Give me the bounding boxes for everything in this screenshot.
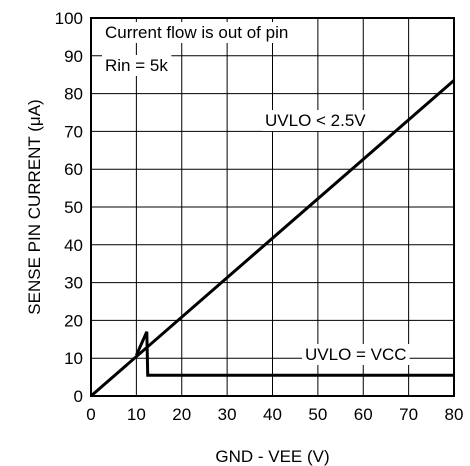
y-tick-label: 50: [64, 198, 83, 217]
plot-frame: [90, 17, 455, 397]
y-tick-label: 0: [74, 387, 83, 406]
annotation-background: [102, 22, 292, 43]
series-label-background: [262, 110, 370, 131]
y-tick-label: 10: [64, 349, 83, 368]
y-axis-title: SENSE PIN CURRENT (μA): [25, 99, 44, 314]
annotations: Current flow is out of pin Rin = 5k: [105, 23, 288, 75]
annotation-backgrounds: [102, 22, 292, 76]
series-label-background: [302, 344, 410, 365]
annotation-text: Rin = 5k: [105, 56, 168, 75]
y-tick-label: 100: [55, 9, 83, 28]
series-line: [135, 331, 454, 377]
x-tick-label: 0: [86, 405, 95, 424]
x-axis-title: GND - VEE (V): [215, 447, 329, 466]
series-labels: UVLO < 2.5V UVLO = VCC: [265, 111, 407, 364]
x-tick-label: 40: [263, 405, 282, 424]
y-tick-label: 80: [64, 85, 83, 104]
y-tick-label: 90: [64, 47, 83, 66]
x-tick-label: 10: [127, 405, 146, 424]
annotation-text: Current flow is out of pin: [105, 23, 288, 42]
series-label-backgrounds: [262, 110, 410, 365]
x-tick-label: 30: [218, 405, 237, 424]
series-label: UVLO = VCC: [305, 345, 407, 364]
y-tick-labels: 0 10 20 30 40 50 60 70 80 90 100: [55, 9, 83, 406]
x-tick-label: 80: [445, 405, 464, 424]
x-tick-label: 60: [354, 405, 373, 424]
annotation-background: [102, 55, 172, 76]
x-tick-label: 20: [172, 405, 191, 424]
x-tick-labels: 0 10 20 30 40 50 60 70 80: [86, 405, 463, 424]
series-label: UVLO < 2.5V: [265, 111, 366, 130]
series-line: [90, 79, 455, 398]
series-lines: [90, 79, 455, 398]
y-tick-label: 30: [64, 274, 83, 293]
y-tick-label: 20: [64, 311, 83, 330]
x-tick-label: 70: [399, 405, 418, 424]
x-tick-label: 50: [308, 405, 327, 424]
y-tick-label: 60: [64, 160, 83, 179]
y-tick-label: 40: [64, 236, 83, 255]
y-tick-label: 70: [64, 122, 83, 141]
